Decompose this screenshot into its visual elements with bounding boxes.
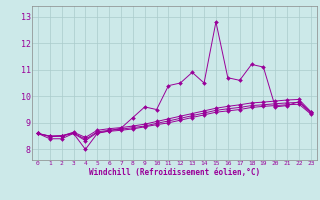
X-axis label: Windchill (Refroidissement éolien,°C): Windchill (Refroidissement éolien,°C)	[89, 168, 260, 177]
